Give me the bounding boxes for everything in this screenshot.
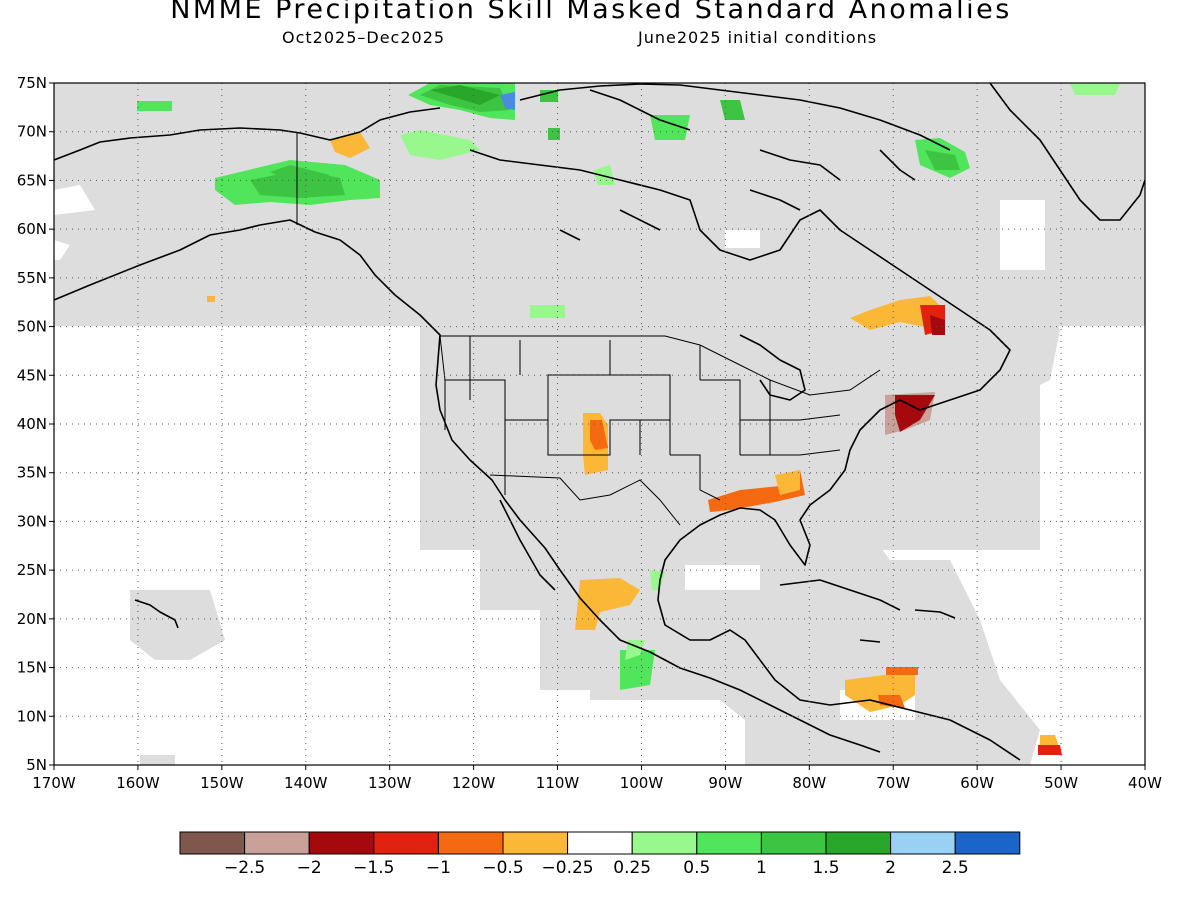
colorbar-label: 1	[756, 858, 767, 878]
lat-label: 65N	[17, 171, 47, 189]
lat-label: 75N	[17, 74, 47, 92]
colorbar-swatch	[308, 831, 375, 855]
lat-label: 30N	[17, 512, 47, 530]
colorbar	[179, 831, 1021, 855]
lat-label: 25N	[17, 561, 47, 579]
lat-label: 50N	[17, 318, 47, 336]
colorbar-swatch	[373, 831, 439, 855]
longitude-labels: 170W 160W 150W 140W 130W 120W 110W 100W 90W 80W 70…	[32, 774, 1162, 792]
lat-label: 45N	[17, 366, 47, 384]
coastlines	[54, 83, 1145, 761]
lon-label: 120W	[452, 774, 496, 792]
lat-label: 55N	[17, 269, 47, 287]
colorbar-swatch	[760, 831, 827, 855]
colorbar-swatch	[437, 831, 504, 855]
anomaly-shading	[137, 83, 1120, 755]
colorbar-label: −2.5	[224, 858, 265, 878]
lon-label: 100W	[620, 774, 664, 792]
lon-label: 140W	[284, 774, 328, 792]
map-title: NMME Precipitation Skill Masked Standard…	[170, 0, 1012, 25]
lon-label: 170W	[32, 774, 76, 792]
colorbar-swatch	[890, 831, 956, 855]
latitude-labels: 75N 70N 65N 60N 55N 50N 45N 40N 35N 30N 25N 20N 15N 1…	[17, 74, 47, 774]
colorbar-label: 2.5	[942, 858, 969, 878]
lon-label: 70W	[876, 774, 910, 792]
lon-label: 150W	[200, 774, 244, 792]
colorbar-label: −1	[426, 858, 451, 878]
lon-label: 80W	[792, 774, 826, 792]
colorbar-label: −1.5	[353, 858, 394, 878]
colorbar-label: 2	[885, 858, 896, 878]
lon-label: 50W	[1044, 774, 1078, 792]
colorbar-swatch	[502, 831, 569, 855]
lon-label: 110W	[536, 774, 580, 792]
plot-area	[54, 83, 1145, 765]
anomaly-stlawrence-dry	[850, 296, 945, 330]
colorbar-swatch	[631, 831, 698, 855]
colorbar-swatch	[179, 831, 246, 855]
lat-label: 5N	[26, 756, 47, 774]
colorbar-swatch	[954, 831, 1021, 855]
lat-label: 15N	[17, 659, 47, 677]
political-boundaries	[296, 133, 881, 526]
forecast-period: Oct2025–Dec2025	[282, 28, 446, 47]
colorbar-swatch	[696, 831, 762, 855]
anomaly-gulf-coast-dry	[708, 470, 805, 512]
lon-label: 40W	[1128, 774, 1162, 792]
mask-holes	[54, 185, 1045, 720]
lon-label: 130W	[368, 774, 412, 792]
colorbar-label: 1.5	[812, 858, 839, 878]
colorbar-swatch	[244, 831, 310, 855]
colorbar-label: −0.5	[482, 858, 523, 878]
lon-label: 60W	[960, 774, 994, 792]
initial-conditions: June2025 initial conditions	[638, 28, 878, 47]
lat-label: 35N	[17, 464, 47, 482]
lat-label: 10N	[17, 707, 47, 725]
lat-label: 20N	[17, 610, 47, 628]
colorbar-swatch	[825, 831, 892, 855]
colorbar-label: 0.5	[683, 858, 710, 878]
lat-label: 70N	[17, 123, 47, 141]
colorbar-label: 0.25	[613, 858, 651, 878]
colorbar-label: −0.25	[542, 858, 594, 878]
colorbar-label: −2	[297, 858, 322, 878]
colorbar-labels: −2.5 −2 −1.5 −1 −0.5 −0.25 0.25 0.5 1 1.5 2 2.5	[224, 858, 969, 878]
lat-label: 40N	[17, 415, 47, 433]
anomaly-mexico-dry	[575, 578, 640, 630]
lat-label: 60N	[17, 220, 47, 238]
lon-label: 160W	[116, 774, 160, 792]
axis-ticks	[49, 82, 1146, 770]
colorbar-swatch	[567, 831, 633, 855]
lon-label: 90W	[708, 774, 742, 792]
